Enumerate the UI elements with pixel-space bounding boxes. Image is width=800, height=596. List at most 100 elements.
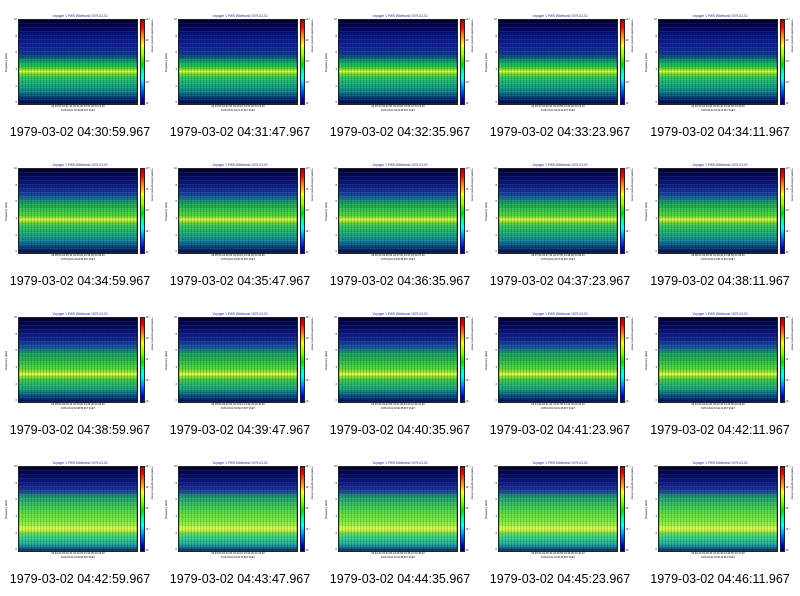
colorbar-tick: 10⁻⁶ xyxy=(625,229,631,233)
plot-title: Voyager 1 PWS Wideband 1979-03-02 xyxy=(372,163,428,167)
spectrogram-thumbnail[interactable]: Voyager 1 PWS Wideband 1979-03-02 Freque… xyxy=(645,460,795,564)
spectrogram-thumbnail[interactable]: Voyager 1 PWS Wideband 1979-03-02 Freque… xyxy=(165,311,315,415)
plot-title: Voyager 1 PWS Wideband 1979-03-02 xyxy=(532,14,588,18)
colorbar-tick: 10⁻⁴ xyxy=(145,336,151,340)
spectrogram-plot-area xyxy=(178,466,298,552)
spectrogram-thumbnail[interactable]: Voyager 1 PWS Wideband 1979-03-02 Freque… xyxy=(485,460,635,564)
plot-title: Voyager 1 PWS Wideband 1979-03-02 xyxy=(692,14,748,18)
y-tick: 2 xyxy=(655,84,657,88)
y-axis-label: Frequency (kHz) xyxy=(325,201,328,221)
colorbar-tick: 10⁻⁵ xyxy=(305,357,311,361)
y-tick: 10 xyxy=(654,465,657,468)
colorbar-tick: 10⁻⁶ xyxy=(625,527,631,531)
x-axis-footer: 1979-03-02 04:35:47.967 SCET xyxy=(221,258,255,261)
y-tick: 4 xyxy=(335,217,337,221)
y-tick: 6 xyxy=(655,51,657,55)
spectrogram-thumbnail[interactable]: Voyager 1 PWS Wideband 1979-03-02 Freque… xyxy=(325,162,475,266)
colorbar-tick: 10⁻⁴ xyxy=(465,336,471,340)
timestamp-caption: 1979-03-02 04:34:59.967 xyxy=(9,274,151,288)
y-tick: 8 xyxy=(495,332,497,336)
colorbar-ticks: 10⁻³ 10⁻⁴ 10⁻⁵ 10⁻⁶ 10⁻⁷ xyxy=(785,18,791,105)
colorbar-tick: 10⁻³ xyxy=(785,465,791,468)
colorbar xyxy=(620,168,625,254)
colorbar-tick: 10⁻⁴ xyxy=(625,187,631,191)
colorbar-tick: 10⁻³ xyxy=(625,167,631,170)
colorbar-tick: 10⁻⁴ xyxy=(625,38,631,42)
y-axis-ticks: 10 8 6 4 2 0 xyxy=(170,465,178,552)
y-tick: 8 xyxy=(655,332,657,336)
y-tick: 2 xyxy=(335,531,337,535)
y-tick: 2 xyxy=(495,382,497,386)
colorbar-tick: 10⁻⁵ xyxy=(785,506,791,510)
x-axis-ticks: 04:43:50 04:44:00 04:44:10 04:44:20 04:4… xyxy=(211,552,265,555)
colorbar-tick: 10⁻⁴ xyxy=(145,187,151,191)
panel-cell: Voyager 1 PWS Wideband 1979-03-02 Freque… xyxy=(320,447,480,596)
spectrogram-plot-area xyxy=(658,168,778,254)
spectrogram-thumbnail[interactable]: Voyager 1 PWS Wideband 1979-03-02 Freque… xyxy=(5,13,155,117)
timestamp-caption: 1979-03-02 04:32:35.967 xyxy=(329,125,471,139)
spectrogram-thumbnail[interactable]: Voyager 1 PWS Wideband 1979-03-02 Freque… xyxy=(645,311,795,415)
y-tick: 0 xyxy=(175,548,177,552)
y-tick: 0 xyxy=(495,101,497,105)
y-tick: 4 xyxy=(495,217,497,221)
colorbar-label: Relative power spectral density xyxy=(310,168,314,202)
colorbar-ticks: 10⁻³ 10⁻⁴ 10⁻⁵ 10⁻⁶ 10⁻⁷ xyxy=(305,316,311,403)
timestamp-caption: 1979-03-02 04:38:59.967 xyxy=(9,423,151,437)
colorbar xyxy=(780,168,785,254)
colorbar-tick: 10⁻⁷ xyxy=(465,548,471,552)
y-tick: 8 xyxy=(175,183,177,187)
spectrogram-thumbnail[interactable]: Voyager 1 PWS Wideband 1979-03-02 Freque… xyxy=(325,311,475,415)
spectrogram-thumbnail[interactable]: Voyager 1 PWS Wideband 1979-03-02 Freque… xyxy=(645,13,795,117)
y-axis-label: Frequency (kHz) xyxy=(645,201,648,221)
colorbar-tick: 10⁻⁵ xyxy=(305,59,311,63)
y-axis-ticks: 10 8 6 4 2 0 xyxy=(650,18,658,105)
y-tick: 4 xyxy=(15,217,17,221)
y-tick: 6 xyxy=(175,51,177,55)
timestamp-caption: 1979-03-02 04:46:11.967 xyxy=(650,572,790,586)
y-axis-label: Frequency (kHz) xyxy=(165,350,168,370)
x-axis-ticks: 04:38:20 04:38:30 04:38:40 04:38:50 04:3… xyxy=(691,254,745,257)
spectrogram-plot-area xyxy=(658,19,778,105)
spectrogram-thumbnail[interactable]: Voyager 1 PWS Wideband 1979-03-02 Freque… xyxy=(325,13,475,117)
spectrogram-thumbnail[interactable]: Voyager 1 PWS Wideband 1979-03-02 Freque… xyxy=(485,13,635,117)
timestamp-caption: 1979-03-02 04:41:23.967 xyxy=(489,423,631,437)
colorbar-ticks: 10⁻³ 10⁻⁴ 10⁻⁵ 10⁻⁶ 10⁻⁷ xyxy=(785,316,791,403)
spectrogram-thumbnail[interactable]: Voyager 1 PWS Wideband 1979-03-02 Freque… xyxy=(5,460,155,564)
plot-title: Voyager 1 PWS Wideband 1979-03-02 xyxy=(52,163,108,167)
x-axis-footer: 1979-03-02 04:36:35.967 SCET xyxy=(381,258,415,261)
colorbar-tick: 10⁻⁵ xyxy=(145,357,151,361)
spectrogram-thumbnail[interactable]: Voyager 1 PWS Wideband 1979-03-02 Freque… xyxy=(325,460,475,564)
y-axis-label: Frequency (kHz) xyxy=(485,201,488,221)
y-tick: 10 xyxy=(334,316,337,319)
colorbar-ticks: 10⁻³ 10⁻⁴ 10⁻⁵ 10⁻⁶ 10⁻⁷ xyxy=(785,167,791,254)
panel-cell: Voyager 1 PWS Wideband 1979-03-02 Freque… xyxy=(480,0,640,149)
y-tick: 0 xyxy=(335,101,337,105)
y-tick: 10 xyxy=(14,167,17,170)
spectrogram-thumbnail[interactable]: Voyager 1 PWS Wideband 1979-03-02 Freque… xyxy=(5,162,155,266)
spectrogram-plot-area xyxy=(178,19,298,105)
spectrogram-plot-area xyxy=(18,168,138,254)
y-tick: 10 xyxy=(494,18,497,21)
y-tick: 6 xyxy=(495,51,497,55)
colorbar xyxy=(140,317,145,403)
spectrogram-thumbnail[interactable]: Voyager 1 PWS Wideband 1979-03-02 Freque… xyxy=(165,460,315,564)
spectrogram-thumbnail[interactable]: Voyager 1 PWS Wideband 1979-03-02 Freque… xyxy=(165,162,315,266)
colorbar-ticks: 10⁻³ 10⁻⁴ 10⁻⁵ 10⁻⁶ 10⁻⁷ xyxy=(465,167,471,254)
spectrogram-thumbnail[interactable]: Voyager 1 PWS Wideband 1979-03-02 Freque… xyxy=(5,311,155,415)
timestamp-caption: 1979-03-02 04:30:59.967 xyxy=(9,125,151,139)
y-tick: 4 xyxy=(175,68,177,72)
spectrogram-thumbnail[interactable]: Voyager 1 PWS Wideband 1979-03-02 Freque… xyxy=(485,311,635,415)
y-tick: 10 xyxy=(334,18,337,21)
spectrogram-thumbnail[interactable]: Voyager 1 PWS Wideband 1979-03-02 Freque… xyxy=(165,13,315,117)
colorbar-label: Relative power spectral density xyxy=(470,168,474,202)
spectrogram-thumbnail[interactable]: Voyager 1 PWS Wideband 1979-03-02 Freque… xyxy=(645,162,795,266)
colorbar xyxy=(300,317,305,403)
colorbar-label: Relative power spectral density xyxy=(630,317,634,351)
x-axis-footer: 1979-03-02 04:31:47.967 SCET xyxy=(221,109,255,112)
spectrogram-thumbnail[interactable]: Voyager 1 PWS Wideband 1979-03-02 Freque… xyxy=(485,162,635,266)
x-axis-ticks: 04:40:40 04:40:50 04:41:00 04:41:10 04:4… xyxy=(371,403,425,406)
spectrogram-plot-area xyxy=(338,317,458,403)
y-tick: 4 xyxy=(175,366,177,370)
colorbar-label: Relative power spectral density xyxy=(150,168,154,202)
spectrogram-plot-area xyxy=(498,317,618,403)
